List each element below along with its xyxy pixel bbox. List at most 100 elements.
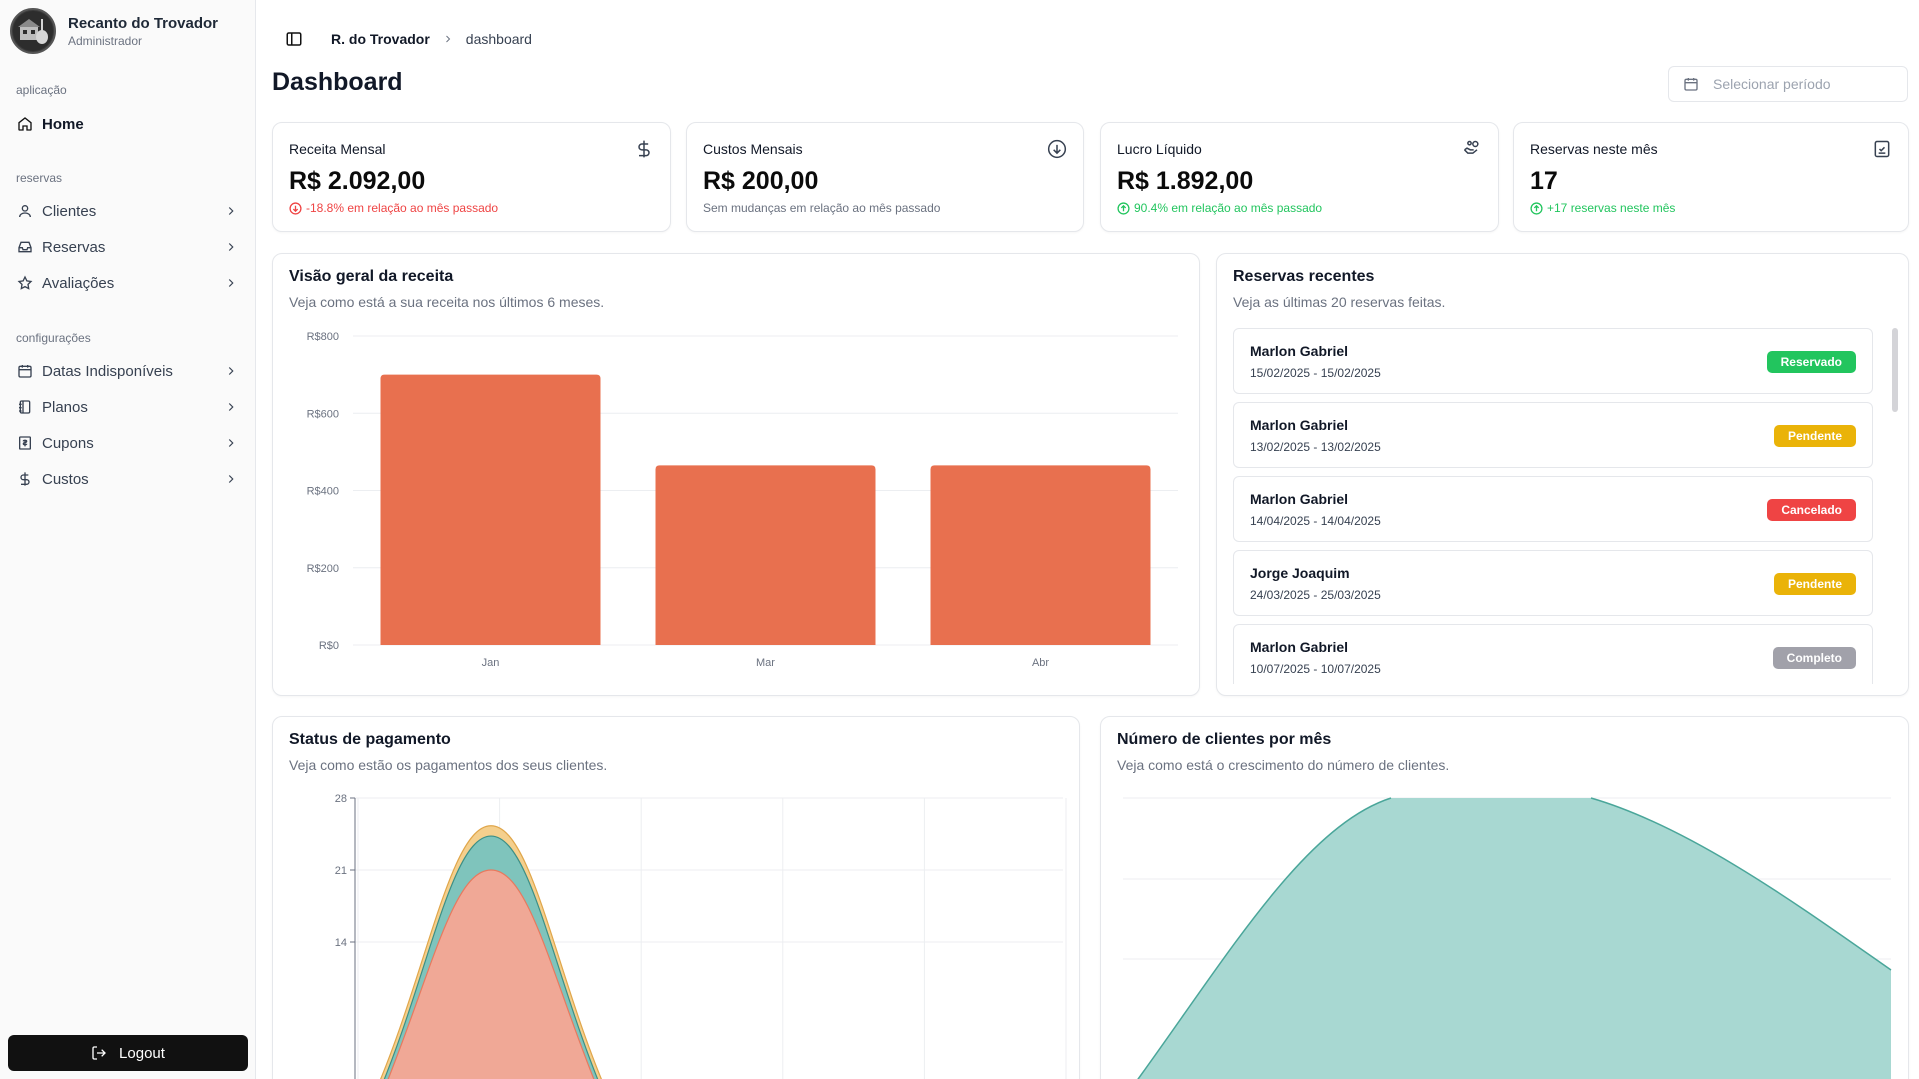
sidebar-item-label: Reservas bbox=[42, 238, 106, 256]
reservation-dates: 13/02/2025 - 13/02/2025 bbox=[1250, 440, 1381, 454]
sidebar-item-clientes[interactable]: Clientes bbox=[8, 195, 246, 227]
breadcrumb-root[interactable]: R. do Trovador bbox=[331, 31, 430, 47]
arrow-up-circle-icon bbox=[1530, 201, 1543, 215]
brand-name: Recanto do Trovador bbox=[68, 14, 219, 32]
reservation-name: Marlon Gabriel bbox=[1250, 343, 1349, 359]
stat-value: 17 bbox=[1530, 167, 1558, 195]
bar bbox=[655, 465, 876, 645]
stat-value: R$ 1.892,00 bbox=[1117, 167, 1254, 195]
reservation-dates: 15/02/2025 - 15/02/2025 bbox=[1250, 366, 1381, 380]
calendar-icon bbox=[1684, 78, 1698, 91]
recent-reservations-card: Reservas recentes Veja as últimas 20 res… bbox=[1216, 253, 1909, 696]
stat-trend: -18.8% em relação ao mês passado bbox=[289, 201, 498, 215]
sidebar-item-label: Home bbox=[42, 115, 84, 133]
revenue-desc: Veja como está a sua receita nos últimos… bbox=[289, 294, 605, 310]
hand-coins-icon bbox=[1463, 140, 1479, 154]
arrow-up-circle-icon bbox=[1117, 201, 1130, 215]
x-tick-label: Jan bbox=[482, 657, 500, 669]
reservation-list[interactable]: Marlon Gabriel 15/02/2025 - 15/02/2025 R… bbox=[1233, 328, 1873, 684]
reservation-item[interactable]: Marlon Gabriel 14/04/2025 - 14/04/2025 C… bbox=[1233, 476, 1873, 542]
chevron-right-icon bbox=[228, 475, 234, 483]
chevron-right-icon bbox=[228, 367, 234, 375]
y-tick-label: R$600 bbox=[307, 408, 339, 420]
stat-label: Receita Mensal bbox=[289, 141, 386, 157]
status-badge: Pendente bbox=[1773, 425, 1856, 447]
y-tick-label: R$400 bbox=[307, 486, 339, 498]
chevron-right-icon bbox=[228, 207, 234, 215]
arrow-down-circle-icon bbox=[289, 201, 302, 215]
group-label-app: aplicação bbox=[16, 83, 67, 97]
group-label-reservas: reservas bbox=[16, 171, 63, 185]
stat-card-receita: Receita Mensal R$ 2.092,00 -18.8% em rel… bbox=[272, 122, 671, 232]
stat-sub: 90.4% em relação ao mês passado bbox=[1134, 201, 1323, 215]
status-badge: Pendente bbox=[1773, 573, 1856, 595]
sidebar-item-planos[interactable]: Planos bbox=[8, 391, 246, 423]
stat-sub: Sem mudanças em relação ao mês passado bbox=[703, 201, 941, 215]
payment-status-card: Status de pagamento Veja como estão os p… bbox=[272, 716, 1080, 1079]
period-picker[interactable]: Selecionar período bbox=[1668, 66, 1908, 102]
area-line bbox=[1137, 797, 1892, 1079]
logout-button[interactable]: Logout bbox=[8, 1035, 248, 1071]
bar bbox=[380, 374, 601, 645]
inbox-icon bbox=[16, 238, 34, 256]
sidebar-item-label: Clientes bbox=[42, 202, 97, 220]
reservation-name: Marlon Gabriel bbox=[1250, 417, 1349, 433]
page-title: Dashboard bbox=[272, 68, 403, 96]
recent-title: Reservas recentes bbox=[1233, 268, 1375, 285]
sidebar-item-custos[interactable]: Custos bbox=[8, 463, 246, 495]
status-badge: Cancelado bbox=[1767, 499, 1856, 521]
sidebar-item-reservas[interactable]: Reservas bbox=[8, 231, 246, 263]
reservation-item[interactable]: Marlon Gabriel 10/07/2025 - 10/07/2025 C… bbox=[1233, 624, 1873, 684]
x-tick-label: Abr bbox=[1032, 657, 1049, 669]
period-placeholder: Selecionar período bbox=[1713, 76, 1831, 92]
sidebar-item-avaliacoes[interactable]: Avaliações bbox=[8, 267, 246, 299]
brand[interactable]: Recanto do Trovador Administrador bbox=[10, 8, 218, 54]
sidebar-item-datas-indisponiveis[interactable]: Datas Indisponíveis bbox=[8, 355, 246, 387]
stat-card-lucro: Lucro Líquido R$ 1.892,00 90.4% em relaç… bbox=[1100, 122, 1499, 232]
y-tick-label: R$800 bbox=[307, 331, 339, 343]
sidebar-item-home[interactable]: Home bbox=[8, 108, 246, 140]
receipt-icon bbox=[16, 434, 34, 452]
sidebar: Recanto do Trovador Administrador aplica… bbox=[0, 0, 256, 1079]
reservation-dates: 24/03/2025 - 25/03/2025 bbox=[1250, 588, 1381, 602]
revenue-title: Visão geral da receita bbox=[289, 268, 454, 285]
stat-trend: 90.4% em relação ao mês passado bbox=[1117, 201, 1322, 215]
revenue-bar-chart: R$0 R$200 R$400 R$600 R$800 Jan Mar Abr bbox=[307, 331, 1178, 669]
reservation-dates: 14/04/2025 - 14/04/2025 bbox=[1250, 514, 1381, 528]
home-icon bbox=[16, 115, 34, 133]
logout-label: Logout bbox=[119, 1044, 165, 1062]
group-label-config: configurações bbox=[16, 331, 91, 345]
stat-card-custos: Custos Mensais R$ 200,00 Sem mudanças em… bbox=[686, 122, 1084, 232]
stat-label: Custos Mensais bbox=[703, 141, 803, 157]
reservation-item[interactable]: Jorge Joaquim 24/03/2025 - 25/03/2025 Pe… bbox=[1233, 550, 1873, 616]
sidebar-item-cupons[interactable]: Cupons bbox=[8, 427, 246, 459]
arrow-down-circle-icon bbox=[1047, 139, 1067, 159]
logout-icon bbox=[92, 1046, 106, 1060]
clients-title: Número de clientes por mês bbox=[1117, 731, 1332, 748]
reservation-name: Marlon Gabriel bbox=[1250, 491, 1349, 507]
payment-title: Status de pagamento bbox=[289, 731, 451, 748]
chevron-right-icon bbox=[228, 279, 234, 287]
area-series bbox=[387, 869, 595, 1079]
brand-logo bbox=[10, 8, 56, 54]
y-tick-label: R$0 bbox=[319, 640, 339, 652]
reservation-name: Marlon Gabriel bbox=[1250, 639, 1349, 655]
y-tick-label: 14 bbox=[335, 937, 347, 949]
reservation-item[interactable]: Marlon Gabriel 15/02/2025 - 15/02/2025 R… bbox=[1233, 328, 1873, 394]
stat-label: Lucro Líquido bbox=[1117, 141, 1202, 157]
stat-card-reservas: Reservas neste mês 17 +17 reservas neste… bbox=[1513, 122, 1909, 232]
scrollbar-thumb[interactable] bbox=[1892, 328, 1898, 412]
sidebar-item-label: Planos bbox=[42, 398, 88, 416]
stat-sub: -18.8% em relação ao mês passado bbox=[306, 201, 499, 215]
sidebar-toggle-icon[interactable] bbox=[285, 30, 303, 48]
sidebar-item-label: Datas Indisponíveis bbox=[42, 362, 173, 380]
reservation-item[interactable]: Marlon Gabriel 13/02/2025 - 13/02/2025 P… bbox=[1233, 402, 1873, 468]
y-tick-label: R$200 bbox=[307, 563, 339, 575]
chevron-right-icon bbox=[228, 243, 234, 251]
dollar-icon bbox=[638, 140, 650, 158]
revenue-card: Visão geral da receita Veja como está a … bbox=[272, 253, 1200, 696]
x-tick-label: Mar bbox=[756, 657, 775, 669]
clients-card: Número de clientes por mês Veja como est… bbox=[1100, 716, 1909, 1079]
stat-trend: +17 reservas neste mês bbox=[1530, 201, 1675, 215]
stat-value: R$ 2.092,00 bbox=[289, 167, 426, 195]
